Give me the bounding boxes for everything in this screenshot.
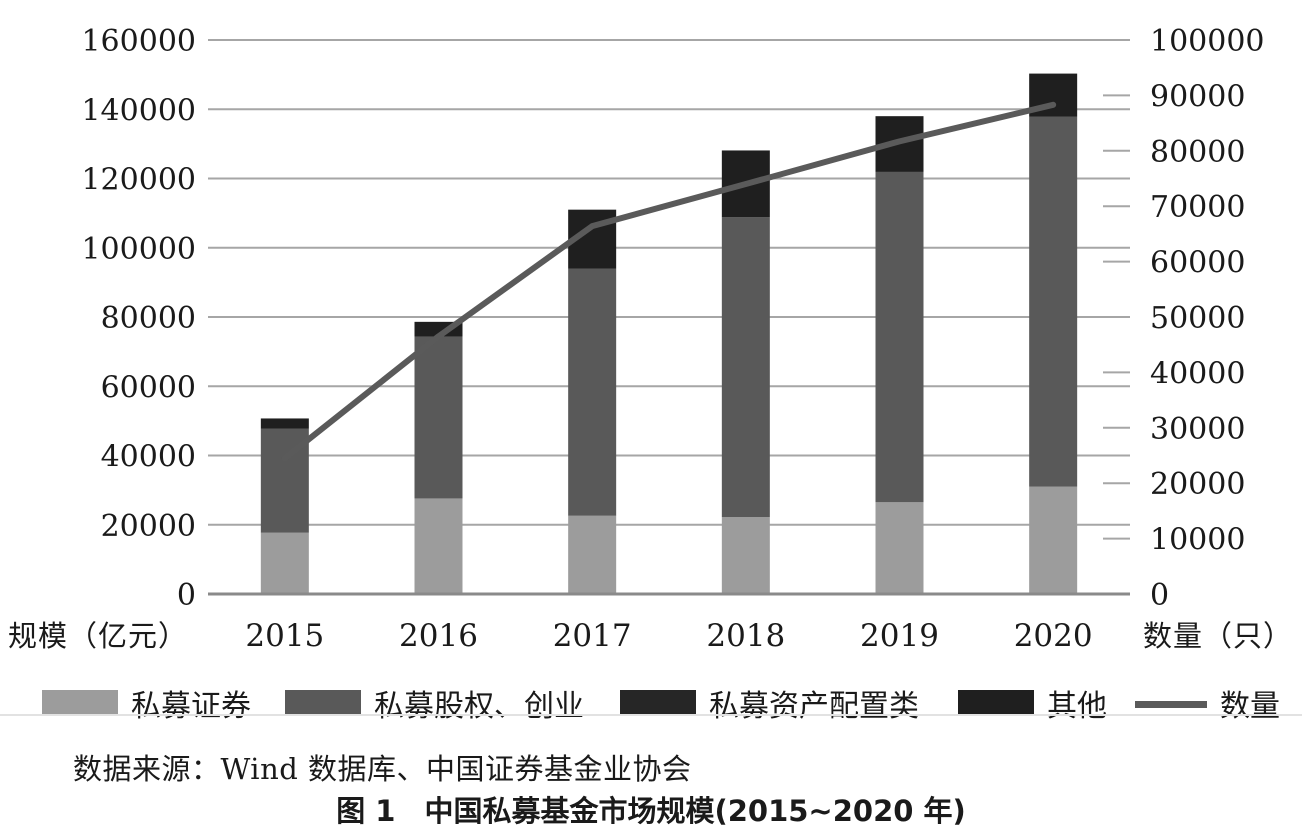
svg-text:80000: 80000 — [1150, 135, 1245, 170]
svg-text:40000: 40000 — [101, 440, 196, 475]
svg-text:60000: 60000 — [101, 370, 196, 405]
right-axis-labels: 0 10000 20000 30000 40000 50000 60000 70000 8000… — [1150, 24, 1265, 613]
bar-segment — [875, 171, 924, 503]
legend-label-private-securities: 私募证券 — [131, 689, 251, 724]
bar-segment — [1029, 116, 1078, 487]
gridlines — [208, 39, 1130, 595]
legend-label-count-line: 数量 — [1220, 689, 1280, 724]
count-line — [281, 101, 1057, 462]
legend-item-private-securities: 私募证券 — [42, 681, 251, 725]
svg-text:10000: 10000 — [1150, 523, 1245, 558]
svg-text:120000: 120000 — [81, 163, 196, 198]
svg-text:2018: 2018 — [706, 618, 785, 654]
svg-text:20000: 20000 — [1150, 467, 1245, 502]
legend-swatch-count-line — [1135, 700, 1207, 708]
svg-text:2017: 2017 — [553, 618, 632, 654]
legend-swatch-private-securities — [42, 690, 118, 716]
bar-segment — [260, 418, 309, 429]
stacked-bars — [260, 73, 1078, 594]
svg-text:60000: 60000 — [1150, 246, 1245, 281]
stacked-bar-line-chart: 0200004000060000800001000001200001400001… — [81, 24, 1265, 654]
svg-text:100000: 100000 — [1150, 24, 1265, 59]
svg-text:30000: 30000 — [1150, 412, 1245, 447]
bar-segment — [260, 532, 309, 594]
figure-bottom-rule — [0, 714, 1302, 716]
svg-text:50000: 50000 — [1150, 301, 1245, 336]
svg-text:70000: 70000 — [1150, 190, 1245, 225]
bar-segment — [721, 517, 770, 594]
svg-text:2019: 2019 — [860, 618, 939, 654]
svg-text:160000: 160000 — [81, 24, 196, 59]
bar-segment — [1029, 486, 1078, 594]
bar-segment — [414, 498, 463, 594]
bar-segment — [414, 336, 463, 499]
legend-item-asset-allocation: 私募资产配置类 — [620, 681, 919, 725]
legend-item-private-equity-venture: 私募股权、创业 — [285, 681, 584, 725]
chart-legend: 私募证券 私募股权、创业 私募资产配置类 其他 数量 — [0, 681, 1302, 724]
legend-swatch-other — [958, 690, 1034, 716]
bar-segment — [721, 217, 770, 518]
category-labels: 2015 2016 2017 2018 2019 2020 — [245, 618, 1092, 654]
right-axis-ticks — [1103, 39, 1130, 595]
left-axis-title: 规模（亿元） — [8, 619, 189, 653]
svg-text:2016: 2016 — [399, 618, 478, 654]
svg-text:140000: 140000 — [81, 93, 196, 128]
svg-text:40000: 40000 — [1150, 356, 1245, 391]
figure-caption: 图 1 中国私募基金市场规模(2015~2020 年) — [336, 794, 966, 828]
right-axis-title: 数量（只） — [1143, 619, 1294, 653]
bar-segment — [568, 515, 617, 594]
svg-text:100000: 100000 — [81, 232, 196, 267]
svg-text:20000: 20000 — [101, 509, 196, 544]
bar-segment — [875, 502, 924, 594]
svg-text:0: 0 — [1150, 578, 1169, 613]
svg-text:80000: 80000 — [101, 301, 196, 336]
data-source-note: 数据来源：Wind 数据库、中国证券基金业协会 — [73, 752, 692, 786]
svg-text:90000: 90000 — [1150, 79, 1245, 114]
svg-text:0: 0 — [177, 578, 196, 613]
legend-label-other: 其他 — [1047, 689, 1107, 724]
legend-swatch-asset-allocation — [620, 690, 696, 716]
legend-label-private-equity-venture: 私募股权、创业 — [374, 689, 584, 724]
left-axis-labels: 0 20000 40000 60000 80000 100000 120000 140000 1… — [81, 24, 196, 613]
legend-label-asset-allocation: 私募资产配置类 — [709, 689, 919, 724]
svg-text:2020: 2020 — [1014, 618, 1093, 654]
bar-segment — [568, 268, 617, 516]
legend-item-other: 其他 — [958, 681, 1107, 725]
svg-text:2015: 2015 — [245, 618, 324, 654]
legend-item-count-line: 数量 — [1135, 681, 1280, 725]
legend-swatch-private-equity-venture — [285, 690, 361, 716]
